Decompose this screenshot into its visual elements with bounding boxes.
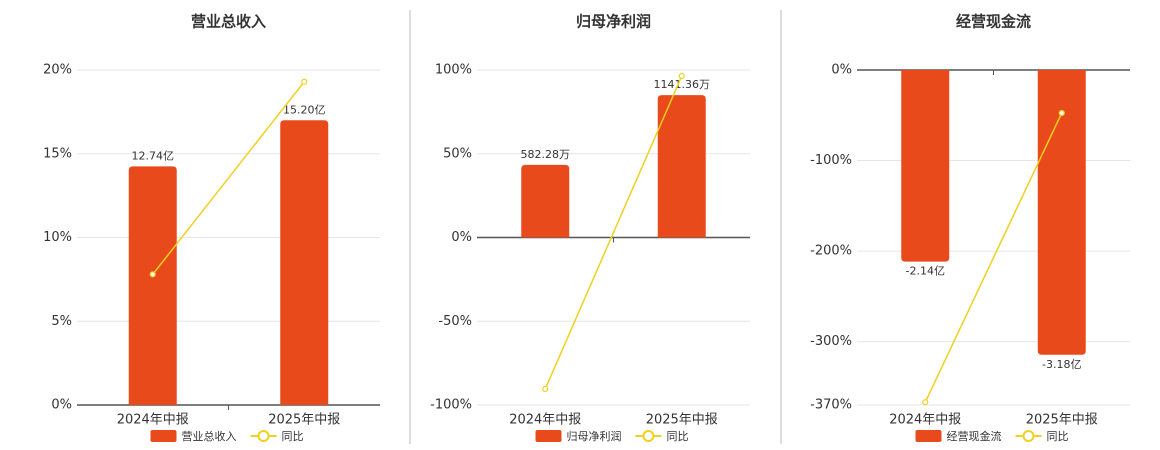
y-tick-label: -370% bbox=[810, 398, 852, 413]
legend-swatch bbox=[535, 430, 562, 442]
chart-title: 营业总收入 bbox=[191, 13, 266, 31]
line bbox=[924, 112, 1063, 403]
line bbox=[152, 81, 305, 275]
y-tick-label: 50% bbox=[443, 146, 472, 161]
y-tick-label: -200% bbox=[810, 244, 852, 259]
x-tick-label: 2025年中报 bbox=[1026, 413, 1098, 428]
data-label: 15.20亿 bbox=[283, 103, 326, 116]
legend-label: 经营现金流 bbox=[947, 429, 1002, 443]
data-label: 1141.36万 bbox=[654, 78, 711, 91]
legend-swatch bbox=[1022, 430, 1035, 442]
y-tick-label: -50% bbox=[438, 314, 472, 329]
data-label: 582.28万 bbox=[521, 148, 571, 161]
y-tick-label: 100% bbox=[435, 63, 472, 78]
y-tick-label: 20% bbox=[43, 63, 72, 78]
y-tick-label: 0% bbox=[831, 63, 852, 78]
y-tick-label: 0% bbox=[51, 398, 72, 413]
legend-label: 同比 bbox=[1047, 430, 1069, 443]
x-tick-label: 2024年中报 bbox=[889, 413, 961, 428]
line-point bbox=[542, 385, 549, 393]
legend-swatch bbox=[257, 430, 270, 442]
x-tick-label: 2024年中报 bbox=[509, 413, 581, 428]
legend-label: 营业总收入 bbox=[182, 429, 237, 443]
y-tick-label: 15% bbox=[43, 146, 72, 161]
line-point bbox=[1058, 109, 1065, 117]
line-point bbox=[149, 271, 156, 278]
x-tick-label: 2024年中报 bbox=[117, 413, 189, 428]
y-tick-label: 0% bbox=[451, 230, 472, 245]
bar bbox=[521, 164, 570, 238]
bar bbox=[280, 120, 329, 405]
legend-label: 同比 bbox=[667, 430, 689, 443]
legend-label: 同比 bbox=[282, 430, 304, 443]
line bbox=[544, 75, 683, 390]
legend-swatch bbox=[915, 430, 942, 442]
y-tick-label: -100% bbox=[430, 398, 472, 413]
bar bbox=[128, 166, 177, 405]
legend-swatch bbox=[150, 430, 177, 442]
chart-title: 归母净利润 bbox=[576, 13, 651, 31]
legend-swatch bbox=[642, 430, 655, 442]
bar bbox=[657, 95, 706, 238]
bar bbox=[1037, 70, 1086, 355]
line-point bbox=[301, 78, 308, 85]
y-tick-label: -300% bbox=[810, 334, 852, 349]
data-label: 12.74亿 bbox=[132, 149, 175, 162]
legend-label: 归母净利润 bbox=[567, 429, 622, 443]
data-label: -2.14亿 bbox=[906, 265, 945, 278]
y-tick-label: 5% bbox=[51, 314, 72, 329]
data-label: -3.18亿 bbox=[1042, 358, 1081, 371]
chart-title: 经营现金流 bbox=[956, 13, 1031, 31]
line-point bbox=[922, 399, 929, 406]
y-tick-label: -100% bbox=[810, 153, 852, 168]
bar bbox=[901, 70, 950, 262]
line-point bbox=[678, 72, 685, 80]
y-tick-label: 10% bbox=[43, 230, 72, 245]
x-tick-label: 2025年中报 bbox=[646, 413, 718, 428]
x-tick-label: 2025年中报 bbox=[268, 413, 340, 428]
